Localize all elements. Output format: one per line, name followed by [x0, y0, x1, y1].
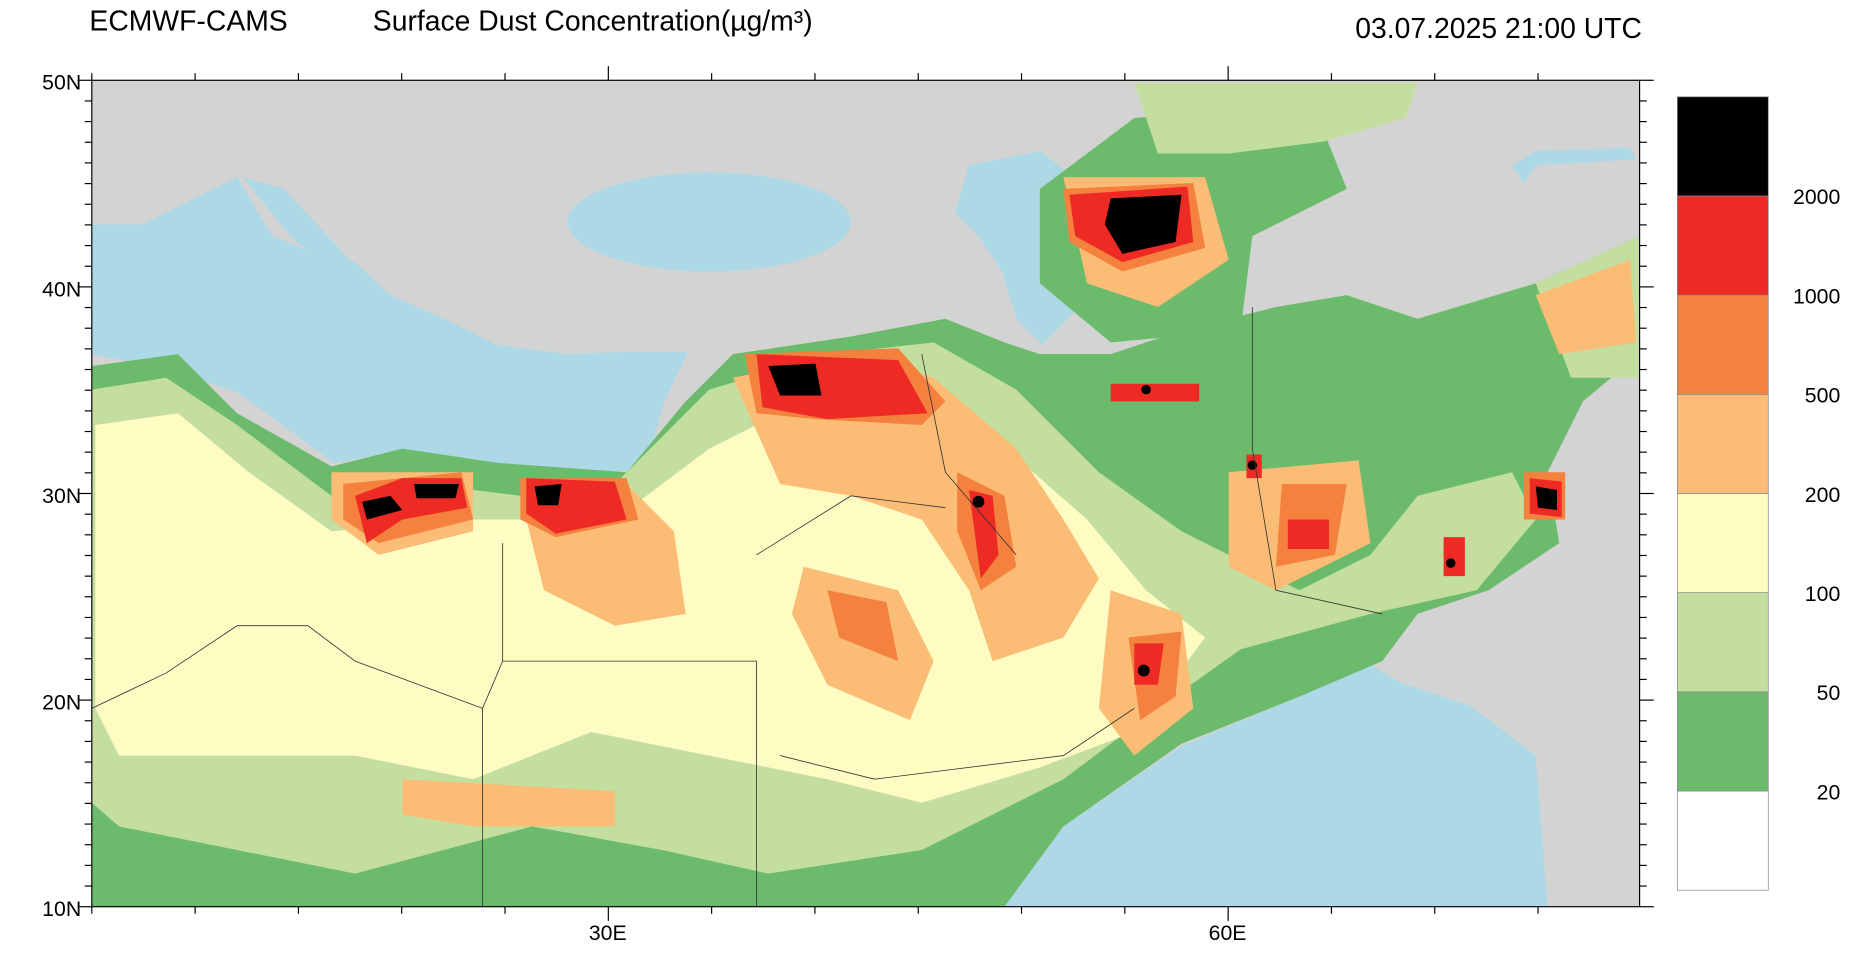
- colorbar-swatch: [1677, 691, 1769, 792]
- map: [91, 79, 1641, 908]
- map-shape: [91, 306, 1383, 907]
- colorbar-swatch: [1677, 294, 1769, 395]
- lat-label: 50N: [42, 71, 81, 95]
- map-shape: [91, 625, 238, 709]
- map-shape: [1104, 194, 1182, 254]
- map-shape: [362, 495, 403, 520]
- colorbar-swatch: [1677, 493, 1769, 594]
- axis-ticks: [77, 66, 1654, 921]
- colorbar-label: 1000: [1793, 284, 1840, 308]
- lon-label: 30E: [589, 921, 627, 945]
- map-shape: [414, 484, 459, 499]
- map-shape: [1251, 306, 1383, 615]
- colorbar-label: 2000: [1793, 185, 1840, 209]
- map-shape: [1137, 664, 1150, 677]
- colorbar-swatch: [1677, 393, 1769, 494]
- map-shape: [1287, 519, 1330, 549]
- map-shape: [1134, 82, 1418, 154]
- map-shape: [534, 484, 562, 506]
- map-shape: [237, 625, 483, 709]
- map-shape: [972, 495, 985, 508]
- map-shape: [91, 177, 689, 475]
- map-shape: [1004, 658, 1548, 907]
- colorbar-label: 20: [1817, 780, 1841, 804]
- map-shape: [1535, 486, 1557, 511]
- map-shape: [1443, 537, 1465, 577]
- map-shape: [827, 590, 899, 662]
- colorbar-label: 100: [1805, 582, 1840, 606]
- colorbar-swatch: [1677, 195, 1769, 296]
- map-shape: [402, 779, 615, 827]
- map-shape: [756, 495, 946, 556]
- lon-label: 60E: [1209, 921, 1247, 945]
- lat-label: 10N: [42, 897, 81, 921]
- lat-label: 40N: [42, 277, 81, 301]
- map-shape: [732, 354, 1099, 662]
- source: ECMWF-CAMS: [89, 6, 287, 38]
- map-shape: [780, 708, 1135, 780]
- colorbar-swatch: [1677, 96, 1769, 197]
- map-shape: [969, 489, 999, 579]
- colorbar-label: 50: [1817, 681, 1841, 705]
- lat-label: 20N: [42, 691, 81, 715]
- map-shape: [502, 660, 757, 907]
- map-shape: [567, 172, 851, 272]
- lat-label: 30N: [42, 484, 81, 508]
- title: Surface Dust Concentration(µg/m³): [373, 6, 813, 38]
- map-shape: [482, 543, 504, 907]
- map-shape: [768, 363, 822, 396]
- map-shape: [1512, 147, 1637, 183]
- map-shape: [242, 177, 356, 274]
- time: 03.07.2025 21:00 UTC: [1355, 13, 1642, 45]
- colorbar: 20 50 100 200 500 1000 2000: [1677, 96, 1841, 891]
- map-shape: [362, 194, 1557, 677]
- map-shape: [1535, 259, 1637, 355]
- colorbar-swatch: [1677, 592, 1769, 693]
- map-shape: [921, 354, 1017, 556]
- map-shape: [1141, 384, 1151, 395]
- colorbar-label: 200: [1805, 483, 1840, 507]
- map-shape: [1110, 383, 1200, 402]
- colorbar-swatch: [1677, 790, 1769, 891]
- colorbar-label: 500: [1805, 384, 1840, 408]
- map-shape: [1445, 558, 1456, 568]
